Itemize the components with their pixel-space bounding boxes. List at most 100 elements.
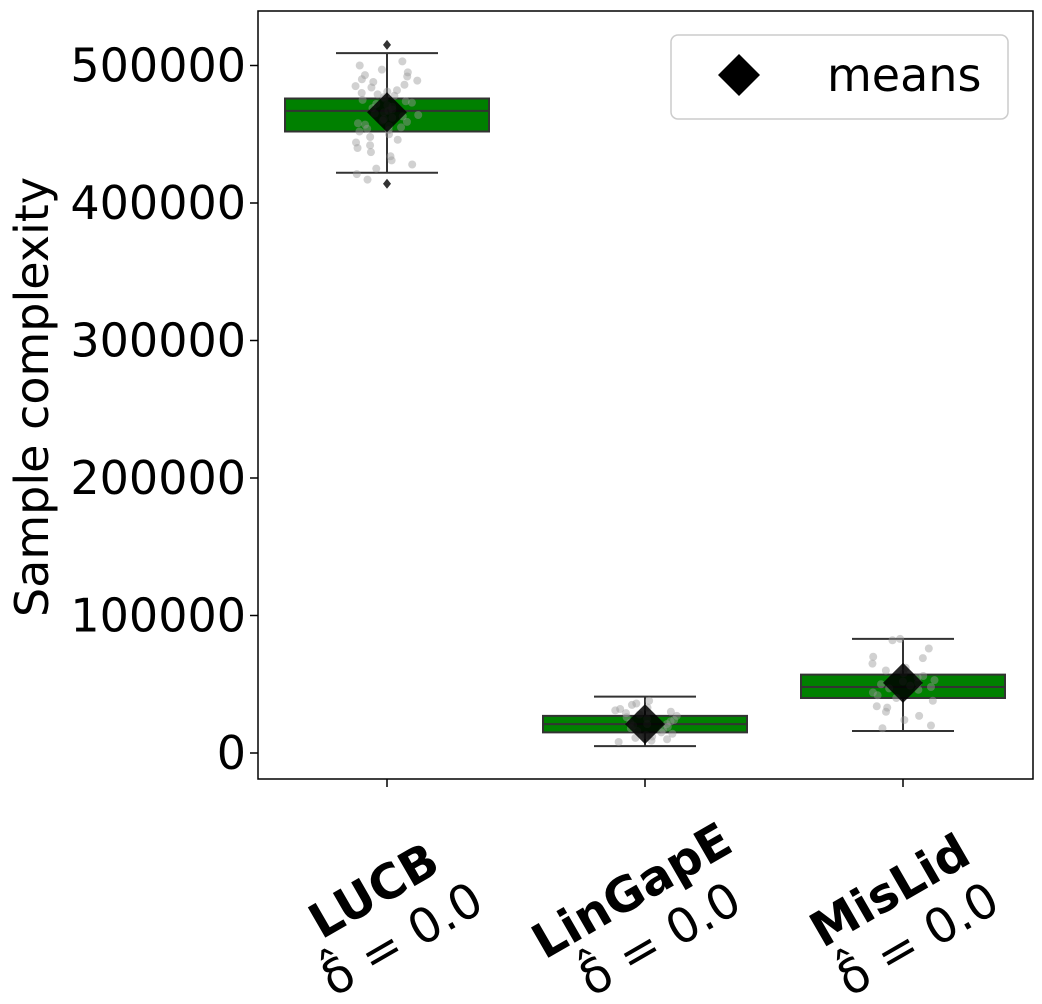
- sample-point: [621, 709, 630, 718]
- sample-point: [373, 90, 382, 99]
- sample-point: [363, 175, 372, 184]
- sample-point: [868, 688, 877, 697]
- y-tick-label: 0: [217, 726, 246, 780]
- sample-point: [366, 141, 375, 150]
- sample-point: [401, 97, 410, 106]
- sample-point: [361, 120, 370, 129]
- sample-point: [611, 706, 620, 715]
- y-axis-ticks: 0 100000 200000 300000 400000 500000: [70, 39, 258, 780]
- sample-point: [397, 123, 406, 132]
- mean-marker: [625, 704, 665, 745]
- sample-point: [877, 680, 886, 689]
- sample-point: [926, 721, 935, 730]
- mean-marker: [883, 662, 923, 703]
- sample-point: [614, 738, 623, 746]
- sample-point: [888, 636, 897, 645]
- sample-point: [881, 707, 890, 716]
- y-tick-label: 200000: [70, 451, 246, 505]
- sample-point: [926, 683, 935, 691]
- sample-point: [657, 728, 666, 737]
- sample-point: [919, 672, 928, 680]
- sample-point: [670, 716, 679, 724]
- sample-point: [385, 130, 394, 139]
- sample-point: [383, 87, 392, 96]
- legend-label-means: means: [827, 48, 981, 102]
- sample-point: [355, 61, 364, 70]
- sample-point: [872, 702, 881, 711]
- sample-point: [900, 716, 909, 724]
- sample-point: [403, 68, 412, 77]
- sample-point: [666, 717, 675, 726]
- sample-point: [672, 711, 681, 720]
- sample-point: [353, 144, 362, 152]
- sample-point: [924, 644, 933, 653]
- sample-point: [377, 65, 386, 74]
- sample-point: [387, 156, 396, 165]
- sample-point: [662, 720, 671, 729]
- sample-point: [627, 700, 636, 709]
- sample-point: [351, 82, 360, 91]
- sample-point: [873, 691, 882, 700]
- sample-point: [352, 170, 361, 179]
- sample-point: [357, 89, 366, 97]
- sample-point: [622, 713, 631, 722]
- y-axis-label: Sample complexity: [5, 177, 59, 617]
- sample-point: [896, 634, 905, 643]
- sample-point: [400, 80, 409, 89]
- sample-point: [668, 729, 677, 738]
- sample-point: [413, 76, 422, 85]
- legend-diamond-marker: [718, 54, 760, 96]
- sample-point: [883, 703, 892, 712]
- box-group-mislid: [800, 634, 1006, 733]
- y-tick-label: 400000: [70, 176, 246, 230]
- sample-point: [878, 724, 887, 733]
- sample-point: [930, 676, 939, 685]
- sample-point: [352, 138, 361, 147]
- box-group-lucb: [284, 39, 490, 189]
- sample-point: [357, 75, 366, 84]
- y-tick-label: 500000: [70, 39, 246, 93]
- legend-box: [670, 34, 1009, 120]
- sample-point: [918, 654, 927, 663]
- sample-point: [666, 707, 675, 716]
- sample-point: [353, 119, 362, 128]
- y-tick-label: 100000: [70, 589, 246, 643]
- sample-point: [355, 127, 364, 136]
- sample-point: [360, 71, 369, 80]
- sample-point: [367, 83, 376, 92]
- sample-point: [369, 78, 378, 86]
- sample-point: [407, 98, 416, 107]
- outlier-point: [383, 178, 391, 189]
- sample-point: [402, 117, 411, 126]
- sample-point: [363, 124, 372, 133]
- sample-point: [414, 111, 423, 119]
- sample-point: [616, 705, 625, 713]
- sample-point: [372, 164, 381, 173]
- y-tick-label: 300000: [70, 314, 246, 368]
- sample-point: [645, 696, 654, 705]
- box-group-lingape: [542, 695, 748, 748]
- sample-point: [632, 699, 641, 708]
- legend: means: [670, 34, 1009, 120]
- sample-point: [366, 133, 375, 141]
- sample-point: [915, 711, 924, 720]
- sample-point: [358, 95, 367, 104]
- sample-point: [398, 57, 407, 66]
- outlier-point: [383, 39, 391, 50]
- sample-point: [663, 735, 672, 744]
- sample-point: [403, 72, 412, 81]
- sample-point: [868, 659, 877, 668]
- sample-point: [881, 666, 890, 675]
- sample-point: [869, 652, 878, 661]
- sample-point: [408, 160, 417, 169]
- sample-point: [392, 86, 401, 95]
- sample-point: [393, 135, 402, 144]
- sample-point: [928, 696, 937, 705]
- sample-point: [386, 152, 395, 161]
- sample-point: [663, 722, 672, 731]
